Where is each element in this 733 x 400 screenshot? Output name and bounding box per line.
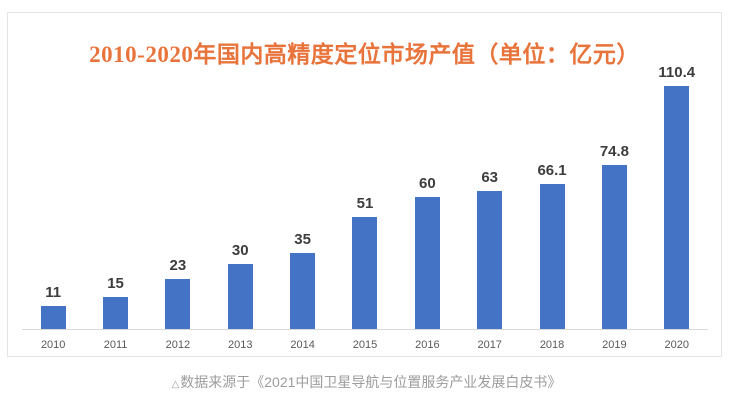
bar — [165, 279, 191, 330]
bar — [601, 164, 627, 330]
bar — [664, 86, 690, 330]
bar-column: 63 — [459, 169, 521, 330]
bar — [477, 190, 503, 330]
x-axis-tick-label: 2017 — [477, 339, 502, 351]
chart-card: 2010-2020年国内高精度定位市场产值（单位：亿元） 11 15 23 30 35 5… — [7, 12, 722, 357]
bar — [227, 263, 253, 330]
bar-column: 15 — [84, 275, 146, 330]
bar — [290, 252, 316, 330]
bar-column: 74.8 — [583, 143, 645, 330]
source-caption: △数据来源于《2021中国卫星导航与位置服务产业发展白皮书》 — [0, 372, 733, 392]
bar-value-label: 60 — [418, 175, 436, 193]
bar — [539, 183, 565, 330]
bar-column: 23 — [147, 257, 209, 330]
bar-column: 66.1 — [521, 162, 583, 330]
x-axis-tick-label: 2019 — [602, 339, 627, 351]
x-axis-tick-label: 2015 — [352, 339, 378, 351]
x-axis-labels: 2010 2011 2012 2013 2014 2015 2016 2017 2018 2019… — [22, 339, 708, 351]
bar-value-label: 63 — [481, 168, 499, 186]
x-axis-tick-label: 2012 — [165, 339, 191, 351]
bar-value-label: 11 — [45, 283, 62, 301]
bar-value-label: 74.8 — [599, 142, 630, 160]
x-axis-tick-label: 2018 — [539, 339, 565, 351]
bar-value-label: 30 — [231, 241, 249, 259]
x-axis-line — [22, 329, 708, 330]
bar-value-label: 66.1 — [537, 161, 567, 179]
bar-value-label: 35 — [294, 230, 311, 248]
x-axis-tick-label: 2010 — [40, 339, 66, 351]
bar-column: 60 — [396, 175, 458, 330]
bar — [352, 217, 378, 330]
caption-marker-icon: △ — [171, 379, 180, 390]
x-axis-tick-label: 2014 — [290, 339, 315, 351]
bar — [103, 296, 129, 330]
bar-value-label: 15 — [107, 274, 124, 292]
source-caption-text: 数据来源于《2021中国卫星导航与位置服务产业发展白皮书》 — [180, 374, 562, 390]
bar-value-label: 23 — [169, 257, 187, 275]
bar-column: 110.4 — [646, 64, 708, 330]
bar-value-label: 51 — [356, 195, 374, 213]
x-axis-tick-label: 2011 — [103, 339, 128, 351]
bar-column: 51 — [334, 195, 396, 330]
bar-value-label: 110.4 — [658, 64, 696, 81]
x-axis-tick-label: 2020 — [664, 339, 690, 351]
bar-column: 30 — [209, 242, 271, 330]
bar — [414, 197, 440, 330]
bar — [40, 305, 66, 330]
chart-title: 2010-2020年国内高精度定位市场产值（单位：亿元） — [89, 42, 640, 67]
bars-container: 11 15 23 30 35 51 60 63 66.1 74.8 110.4 — [22, 64, 708, 330]
bar-column: 35 — [271, 231, 333, 330]
x-axis-tick-label: 2016 — [415, 339, 440, 351]
bar-column: 11 — [22, 284, 84, 330]
x-axis-tick-label: 2013 — [228, 339, 253, 351]
bar-chart: 11 15 23 30 35 51 60 63 66.1 74.8 110.4 2010 2011 20… — [22, 63, 708, 356]
